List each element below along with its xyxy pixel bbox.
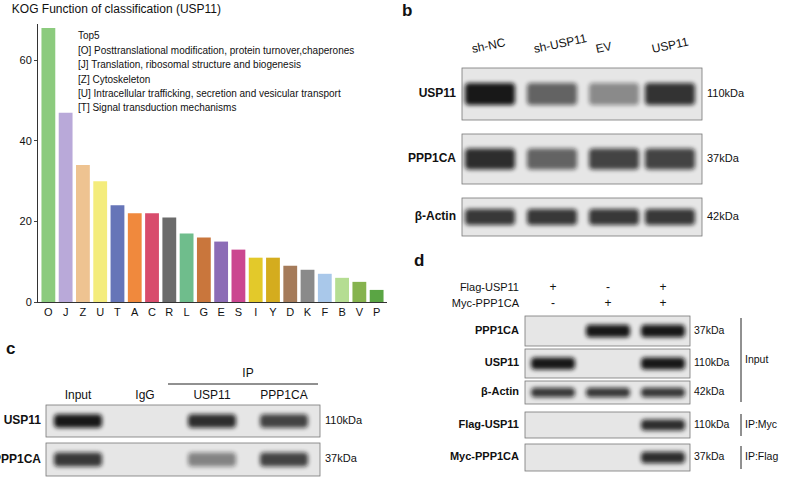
- svg-text:O: O: [44, 306, 53, 318]
- svg-text:40: 40: [20, 135, 32, 147]
- svg-text:110kDa: 110kDa: [325, 414, 363, 426]
- svg-text:[O] Posttranslational modifica: [O] Posttranslational modification, prot…: [78, 45, 354, 56]
- svg-text:S: S: [235, 306, 242, 318]
- svg-text:110kDa: 110kDa: [707, 87, 745, 99]
- svg-text:IP:Flag: IP:Flag: [745, 450, 778, 462]
- svg-text:[U] Intracellular trafficking,: [U] Intracellular trafficking, secretion…: [78, 88, 341, 99]
- svg-text:R: R: [165, 306, 173, 318]
- svg-text:B: B: [338, 306, 345, 318]
- svg-text:K: K: [304, 306, 312, 318]
- svg-text:PPP1CA: PPP1CA: [408, 151, 456, 165]
- svg-text:110kDa: 110kDa: [694, 356, 730, 368]
- svg-text:Myc-PPP1CA: Myc-PPP1CA: [452, 297, 520, 309]
- svg-text:Input: Input: [745, 353, 768, 365]
- svg-text:[J] Translation, ribosomal str: [J] Translation, ribosomal structure and…: [78, 59, 301, 70]
- svg-text:IP:Myc: IP:Myc: [745, 418, 777, 430]
- svg-text:J: J: [63, 306, 69, 318]
- svg-text:60: 60: [20, 54, 32, 66]
- svg-text:I: I: [254, 306, 257, 318]
- svg-text:37kDa: 37kDa: [694, 450, 725, 462]
- svg-text:Flag-USP11: Flag-USP11: [460, 281, 519, 293]
- svg-text:b: b: [402, 1, 412, 20]
- svg-text:β-Actin: β-Actin: [415, 209, 456, 223]
- svg-text:+: +: [659, 280, 666, 294]
- svg-text:USP11: USP11: [485, 356, 519, 368]
- svg-text:[T] Signal transduction mechan: [T] Signal transduction mechanisms: [78, 102, 236, 113]
- svg-text:0: 0: [26, 296, 32, 308]
- svg-text:20: 20: [20, 215, 32, 227]
- svg-text:sh-NC: sh-NC: [470, 35, 506, 56]
- svg-text:E: E: [217, 306, 224, 318]
- svg-text:c: c: [6, 339, 15, 358]
- svg-text:USP11: USP11: [193, 388, 230, 402]
- svg-text:F: F: [321, 306, 328, 318]
- svg-text:Myc-PPP1CA: Myc-PPP1CA: [450, 450, 519, 462]
- svg-text:β-Actin: β-Actin: [481, 385, 519, 397]
- svg-text:37kDa: 37kDa: [325, 452, 358, 464]
- svg-text:IP: IP: [242, 366, 253, 380]
- svg-text:USP11: USP11: [419, 86, 457, 100]
- svg-text:Flag-USP11: Flag-USP11: [458, 418, 519, 430]
- svg-text:Z: Z: [80, 306, 87, 318]
- svg-text:37kDa: 37kDa: [694, 324, 725, 336]
- svg-text:d: d: [414, 251, 424, 270]
- svg-text:Top5: Top5: [78, 30, 100, 41]
- svg-text:Input: Input: [65, 388, 92, 402]
- svg-text:USP11: USP11: [650, 35, 690, 56]
- svg-text:-: -: [551, 296, 555, 310]
- svg-text:T: T: [114, 306, 121, 318]
- svg-text:G: G: [200, 306, 209, 318]
- svg-text:IgG: IgG: [135, 388, 154, 402]
- svg-text:PPP1CA: PPP1CA: [260, 388, 307, 402]
- svg-text:L: L: [184, 306, 190, 318]
- svg-text:USP11: USP11: [4, 413, 42, 427]
- svg-text:+: +: [604, 296, 611, 310]
- svg-text:42kDa: 42kDa: [707, 210, 740, 222]
- svg-text:D: D: [286, 306, 294, 318]
- svg-text:sh-USP11: sh-USP11: [532, 31, 588, 56]
- svg-text:37kDa: 37kDa: [707, 152, 740, 164]
- svg-text:110kDa: 110kDa: [694, 418, 730, 430]
- svg-text:U: U: [96, 306, 104, 318]
- svg-text:V: V: [356, 306, 364, 318]
- svg-text:Y: Y: [269, 306, 277, 318]
- svg-text:A: A: [131, 306, 139, 318]
- svg-text:KOG Function of classification: KOG Function of classification (USP11): [12, 2, 221, 16]
- svg-text:-: -: [606, 280, 610, 294]
- svg-text:+: +: [659, 296, 666, 310]
- svg-text:+: +: [549, 280, 556, 294]
- svg-text:PPP1CA: PPP1CA: [0, 452, 41, 466]
- svg-text:[Z] Cytoskeleton: [Z] Cytoskeleton: [78, 74, 150, 85]
- svg-text:C: C: [148, 306, 156, 318]
- svg-text:PPP1CA: PPP1CA: [475, 324, 519, 336]
- svg-text:P: P: [373, 306, 380, 318]
- svg-text:EV: EV: [594, 39, 613, 56]
- svg-text:42kDa: 42kDa: [694, 385, 725, 397]
